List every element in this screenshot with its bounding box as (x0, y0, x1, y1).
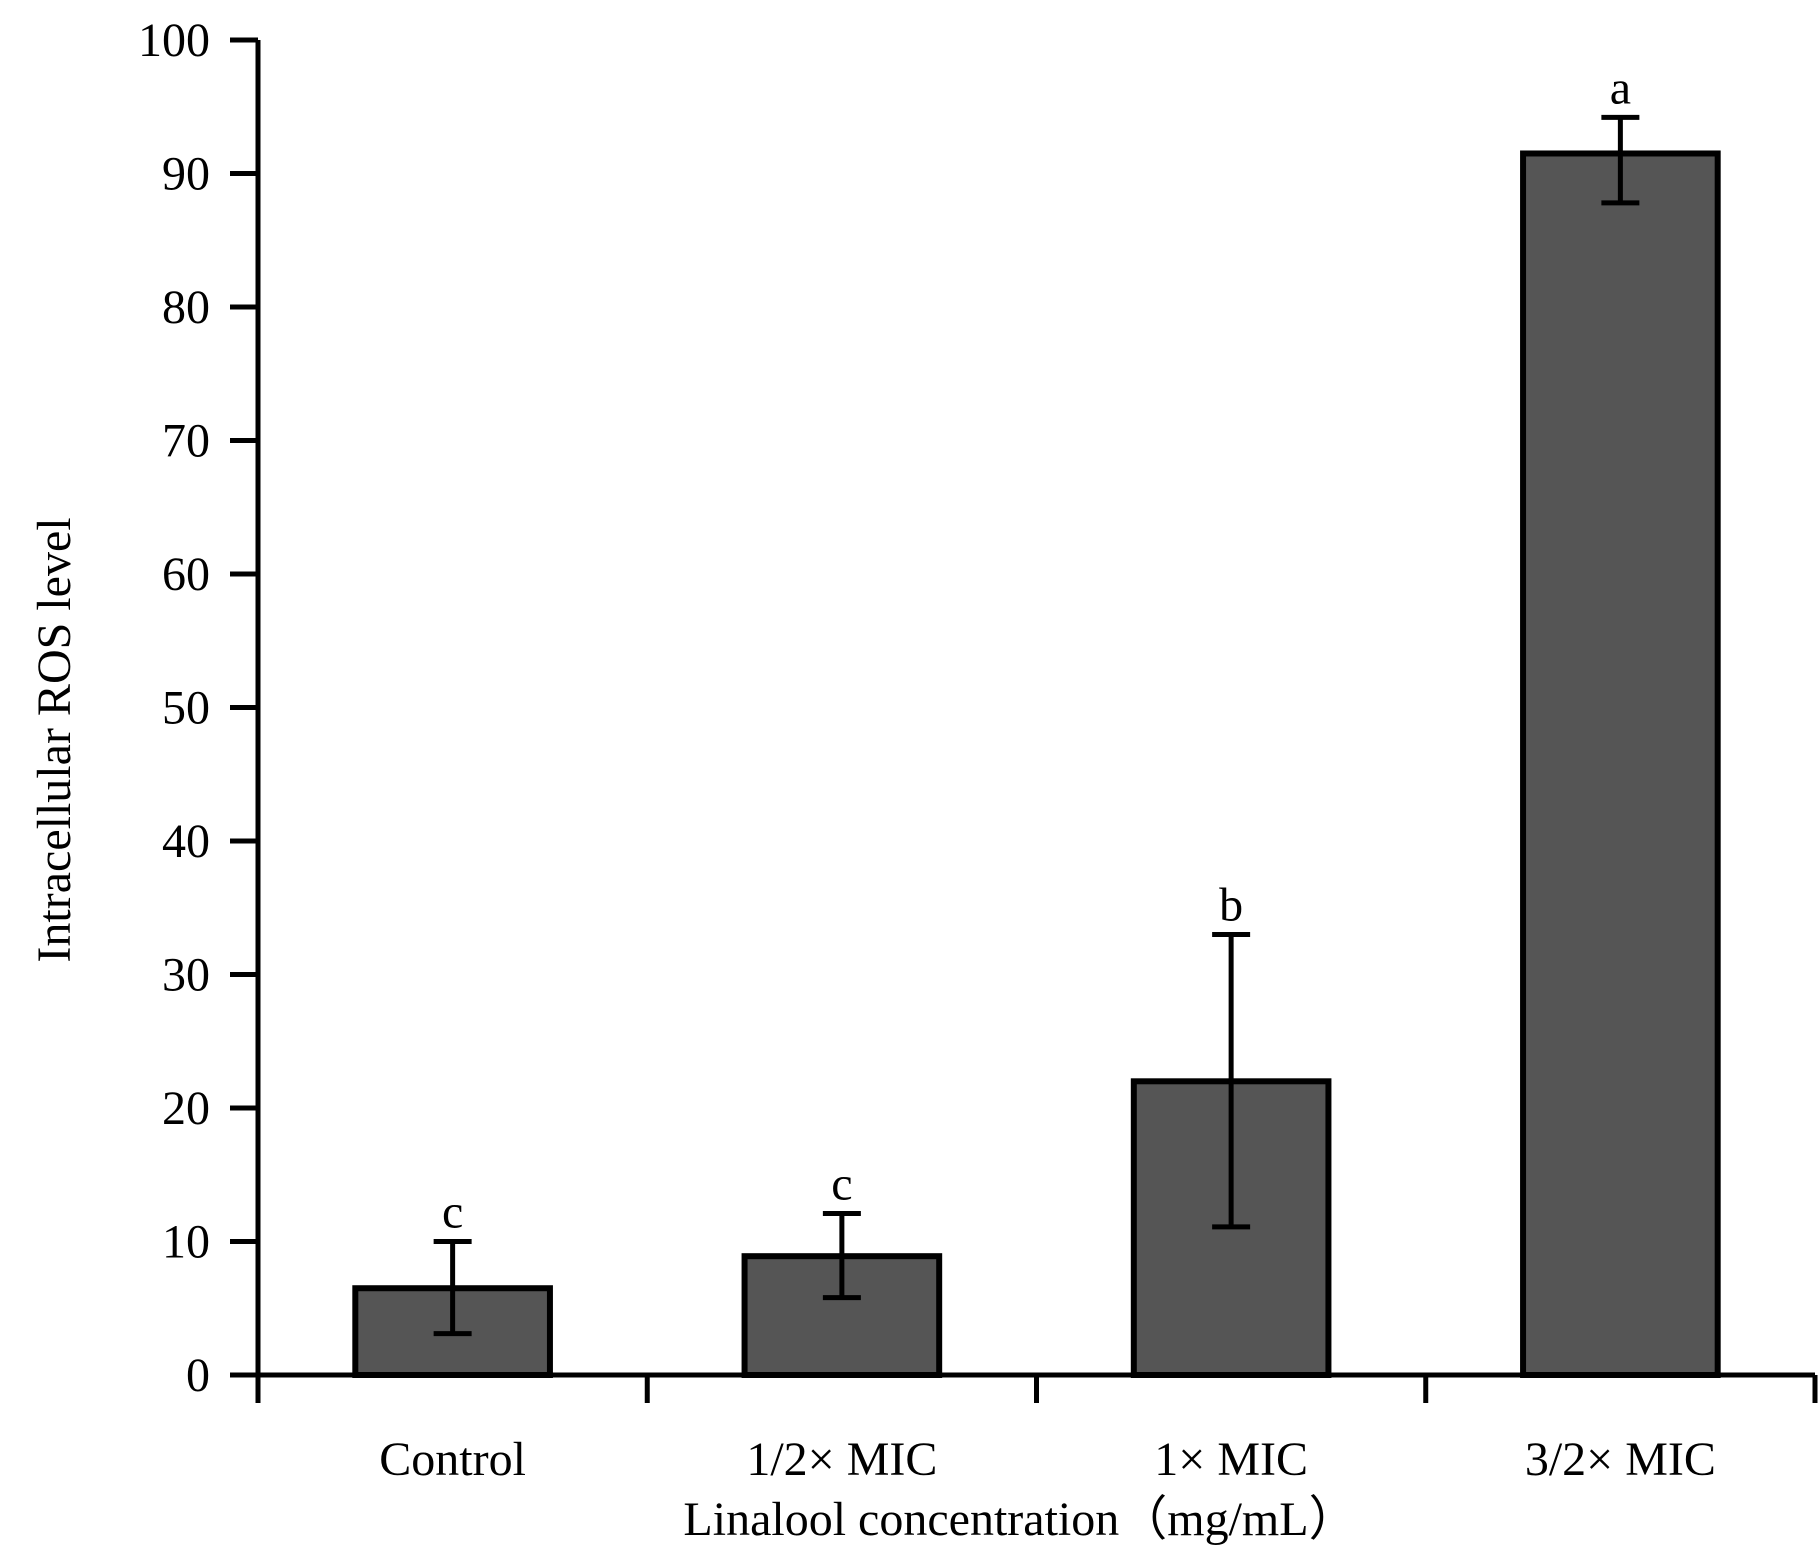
significance-labels: c c b a (442, 61, 1631, 1238)
significance-label: c (831, 1157, 852, 1210)
x-axis-title: Linalool concentration（mg/mL） (683, 1493, 1356, 1546)
bars (352, 150, 1721, 1379)
y-tick-label: 60 (162, 548, 210, 601)
y-tick-label: 80 (162, 281, 210, 334)
y-tick-label: 40 (162, 815, 210, 868)
y-tick-label: 50 (162, 682, 210, 735)
significance-label: c (442, 1186, 463, 1239)
y-axis-title: Intracellular ROS level (28, 517, 81, 962)
y-tick-label: 10 (162, 1216, 210, 1269)
x-ticks: Control 1/2× MIC 1× MIC 3/2× MIC (255, 1375, 1818, 1486)
error-bars (433, 114, 1640, 1337)
y-tick-label: 30 (162, 949, 210, 1002)
x-tick-label: Control (379, 1433, 526, 1486)
y-ticks: 0 10 20 30 40 50 60 70 80 90 100 (138, 14, 258, 1402)
y-tick-label: 20 (162, 1082, 210, 1135)
y-tick-label: 70 (162, 415, 210, 468)
x-tick-label: 3/2× MIC (1525, 1433, 1716, 1486)
significance-label: a (1610, 61, 1631, 114)
y-tick-label: 100 (138, 14, 210, 67)
y-tick-label: 0 (186, 1349, 210, 1402)
bar-4 (1520, 150, 1721, 1379)
x-tick-label: 1/2× MIC (746, 1433, 937, 1486)
x-tick-label: 1× MIC (1154, 1433, 1308, 1486)
significance-label: b (1219, 878, 1243, 931)
y-tick-label: 90 (162, 148, 210, 201)
